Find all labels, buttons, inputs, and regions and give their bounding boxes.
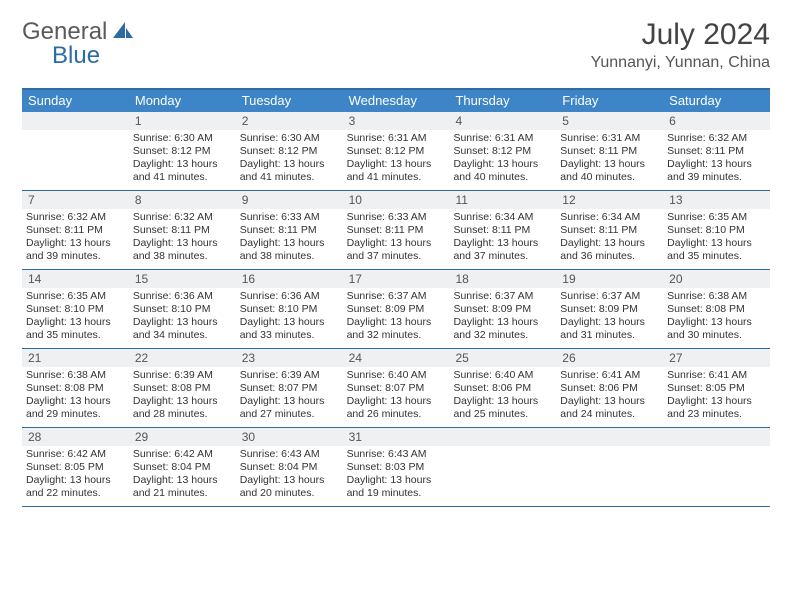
week-row: 28293031Sunrise: 6:42 AMSunset: 8:05 PMD… [22,428,770,507]
weekday-header: Sunday [22,90,129,112]
day-cell: Sunrise: 6:30 AMSunset: 8:12 PMDaylight:… [129,130,236,190]
day-number-row: 123456 [22,112,770,130]
day-cell: Sunrise: 6:43 AMSunset: 8:04 PMDaylight:… [236,446,343,506]
day-number-row: 14151617181920 [22,270,770,288]
day-number: 28 [22,428,129,446]
weekday-header: Thursday [449,90,556,112]
day-cell: Sunrise: 6:34 AMSunset: 8:11 PMDaylight:… [449,209,556,269]
day-number: 17 [343,270,450,288]
day-number: 27 [663,349,770,367]
day-number: 1 [129,112,236,130]
day-cell: Sunrise: 6:31 AMSunset: 8:11 PMDaylight:… [556,130,663,190]
day-number-row: 28293031 [22,428,770,446]
day-cell: Sunrise: 6:39 AMSunset: 8:07 PMDaylight:… [236,367,343,427]
day-cell: Sunrise: 6:37 AMSunset: 8:09 PMDaylight:… [556,288,663,348]
weekday-header: Friday [556,90,663,112]
day-number: 19 [556,270,663,288]
day-number: 13 [663,191,770,209]
day-cell: Sunrise: 6:35 AMSunset: 8:10 PMDaylight:… [663,209,770,269]
week-row: 14151617181920Sunrise: 6:35 AMSunset: 8:… [22,270,770,349]
day-cell [449,446,556,506]
day-detail-row: Sunrise: 6:38 AMSunset: 8:08 PMDaylight:… [22,367,770,427]
week-row: 78910111213Sunrise: 6:32 AMSunset: 8:11 … [22,191,770,270]
day-cell: Sunrise: 6:34 AMSunset: 8:11 PMDaylight:… [556,209,663,269]
day-cell: Sunrise: 6:35 AMSunset: 8:10 PMDaylight:… [22,288,129,348]
day-cell: Sunrise: 6:42 AMSunset: 8:04 PMDaylight:… [129,446,236,506]
day-number: 31 [343,428,450,446]
day-number-row: 78910111213 [22,191,770,209]
day-cell: Sunrise: 6:32 AMSunset: 8:11 PMDaylight:… [22,209,129,269]
day-detail-row: Sunrise: 6:30 AMSunset: 8:12 PMDaylight:… [22,130,770,190]
day-detail-row: Sunrise: 6:35 AMSunset: 8:10 PMDaylight:… [22,288,770,348]
day-number: 30 [236,428,343,446]
day-number: 14 [22,270,129,288]
day-number [22,112,129,130]
day-number: 26 [556,349,663,367]
day-number: 18 [449,270,556,288]
day-number: 20 [663,270,770,288]
calendar: SundayMondayTuesdayWednesdayThursdayFrid… [22,88,770,507]
logo-text-blue: Blue [52,42,100,69]
day-number: 10 [343,191,450,209]
weekday-header-row: SundayMondayTuesdayWednesdayThursdayFrid… [22,90,770,112]
day-number: 2 [236,112,343,130]
day-number [449,428,556,446]
day-cell: Sunrise: 6:32 AMSunset: 8:11 PMDaylight:… [129,209,236,269]
month-title: July 2024 [591,18,770,52]
day-number: 9 [236,191,343,209]
day-number [556,428,663,446]
weekday-header: Wednesday [343,90,450,112]
day-cell: Sunrise: 6:41 AMSunset: 8:05 PMDaylight:… [663,367,770,427]
day-cell: Sunrise: 6:32 AMSunset: 8:11 PMDaylight:… [663,130,770,190]
day-number: 16 [236,270,343,288]
day-number: 12 [556,191,663,209]
week-row: 21222324252627Sunrise: 6:38 AMSunset: 8:… [22,349,770,428]
day-cell: Sunrise: 6:37 AMSunset: 8:09 PMDaylight:… [449,288,556,348]
day-number: 5 [556,112,663,130]
day-cell: Sunrise: 6:40 AMSunset: 8:07 PMDaylight:… [343,367,450,427]
day-number [663,428,770,446]
day-cell: Sunrise: 6:37 AMSunset: 8:09 PMDaylight:… [343,288,450,348]
day-cell: Sunrise: 6:36 AMSunset: 8:10 PMDaylight:… [236,288,343,348]
day-number-row: 21222324252627 [22,349,770,367]
day-cell: Sunrise: 6:33 AMSunset: 8:11 PMDaylight:… [236,209,343,269]
day-detail-row: Sunrise: 6:42 AMSunset: 8:05 PMDaylight:… [22,446,770,506]
day-cell: Sunrise: 6:39 AMSunset: 8:08 PMDaylight:… [129,367,236,427]
location: Yunnanyi, Yunnan, China [591,54,770,72]
day-number: 29 [129,428,236,446]
day-number: 24 [343,349,450,367]
weekday-header: Monday [129,90,236,112]
title-block: July 2024 Yunnanyi, Yunnan, China [591,18,770,72]
day-cell: Sunrise: 6:36 AMSunset: 8:10 PMDaylight:… [129,288,236,348]
day-cell: Sunrise: 6:43 AMSunset: 8:03 PMDaylight:… [343,446,450,506]
day-cell: Sunrise: 6:31 AMSunset: 8:12 PMDaylight:… [449,130,556,190]
day-number: 21 [22,349,129,367]
day-cell: Sunrise: 6:40 AMSunset: 8:06 PMDaylight:… [449,367,556,427]
weekday-header: Saturday [663,90,770,112]
day-number: 3 [343,112,450,130]
day-number: 15 [129,270,236,288]
day-cell: Sunrise: 6:31 AMSunset: 8:12 PMDaylight:… [343,130,450,190]
logo-sail-icon [111,20,135,45]
day-number: 6 [663,112,770,130]
day-number: 8 [129,191,236,209]
day-number: 22 [129,349,236,367]
day-cell [663,446,770,506]
day-cell: Sunrise: 6:38 AMSunset: 8:08 PMDaylight:… [22,367,129,427]
day-cell [22,130,129,190]
day-number: 4 [449,112,556,130]
day-number: 23 [236,349,343,367]
day-cell: Sunrise: 6:42 AMSunset: 8:05 PMDaylight:… [22,446,129,506]
day-number: 25 [449,349,556,367]
day-cell: Sunrise: 6:38 AMSunset: 8:08 PMDaylight:… [663,288,770,348]
day-cell: Sunrise: 6:30 AMSunset: 8:12 PMDaylight:… [236,130,343,190]
day-cell: Sunrise: 6:33 AMSunset: 8:11 PMDaylight:… [343,209,450,269]
day-number: 7 [22,191,129,209]
week-row: 123456Sunrise: 6:30 AMSunset: 8:12 PMDay… [22,112,770,191]
day-cell: Sunrise: 6:41 AMSunset: 8:06 PMDaylight:… [556,367,663,427]
day-cell [556,446,663,506]
day-detail-row: Sunrise: 6:32 AMSunset: 8:11 PMDaylight:… [22,209,770,269]
weekday-header: Tuesday [236,90,343,112]
day-number: 11 [449,191,556,209]
